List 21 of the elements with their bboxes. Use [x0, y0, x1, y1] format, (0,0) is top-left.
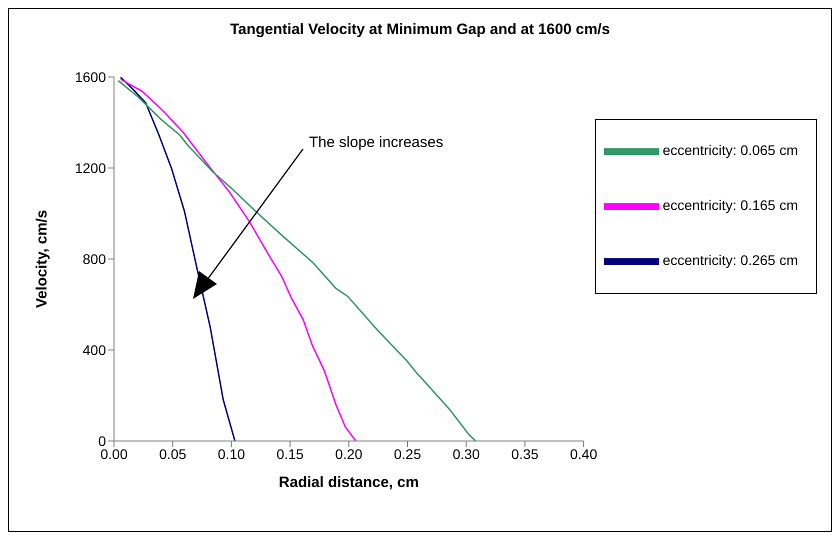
legend-label: eccentricity: 0.165 cm — [662, 197, 798, 214]
y-tick-label: 1200 — [74, 160, 106, 176]
annotation: The slope increases — [309, 134, 444, 151]
y-tick-label: 400 — [82, 342, 106, 358]
x-tick-label: 0.25 — [394, 446, 422, 462]
y-tick-label: 800 — [82, 250, 106, 267]
x-tick-label: 0.40 — [570, 446, 598, 462]
x-tick-label: 0.20 — [335, 446, 363, 462]
y-tick-label: 1600 — [74, 68, 106, 85]
x-tick-label: 0.35 — [511, 446, 539, 462]
x-tick-label: 0.10 — [218, 446, 246, 462]
y-axis-title: Velocity, cm/s — [33, 210, 50, 308]
line-series — [120, 77, 236, 441]
x-tick-label: 0.05 — [159, 446, 187, 462]
x-tick-label: 0.30 — [452, 446, 480, 462]
legend-label: eccentricity: 0.265 cm — [662, 252, 798, 268]
legend-label: eccentricity: 0.065 cm — [662, 142, 798, 158]
line-series — [117, 80, 476, 441]
x-axis-title: Radial distance, cm — [278, 474, 419, 491]
x-tick-label: 0.15 — [276, 446, 304, 462]
chart-title: Tangential Velocity at Minimum Gap and at 1600 cm/s — [229, 21, 611, 38]
